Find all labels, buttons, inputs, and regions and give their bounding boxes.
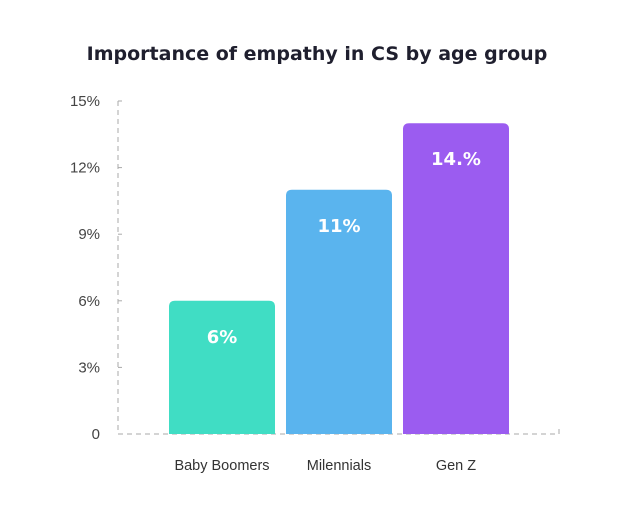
bar [286, 189, 392, 434]
chart-title: Importance of empathy in CS by age group [87, 43, 548, 65]
bar [403, 123, 509, 434]
data-label: 6% [207, 327, 238, 348]
x-tick-label: Milennials [307, 458, 371, 474]
bar [169, 300, 275, 434]
data-label: 14.% [431, 149, 481, 170]
x-tick-label: Gen Z [436, 458, 476, 474]
x-tick-label: Baby Boomers [174, 458, 269, 474]
y-tick-label: 9% [78, 226, 100, 243]
y-tick-label: 15% [70, 93, 100, 110]
data-label: 11% [317, 216, 360, 237]
y-tick-label: 0 [92, 426, 100, 443]
y-tick-label: 3% [78, 359, 100, 376]
y-tick-label: 12% [70, 160, 100, 177]
y-tick-label: 6% [78, 293, 100, 310]
